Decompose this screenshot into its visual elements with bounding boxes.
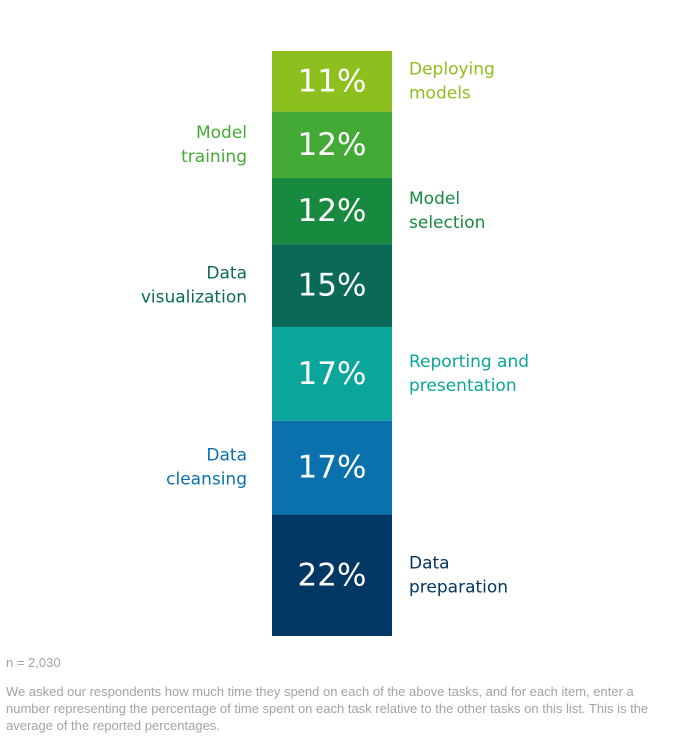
category-label-line: Data [409, 553, 450, 573]
bar-segment-data-cleansing [272, 420, 392, 515]
category-label-line: visualization [141, 288, 247, 308]
category-label-line: Data [206, 446, 247, 466]
bar-segment-data-visualization [272, 244, 392, 327]
category-label-line: Model [196, 123, 247, 143]
value-label-model-selection: 12% [298, 193, 367, 229]
category-label-line: Reporting and [409, 352, 529, 372]
category-label-line: training [181, 147, 247, 167]
bar-segment-deploying-models [272, 51, 392, 112]
bar-segment-data-preparation [272, 514, 392, 636]
category-label-data-preparation: Data preparation [409, 553, 508, 597]
category-label-deploying-models: Deploying models [409, 59, 495, 103]
methodology-description: We asked our respondents how much time t… [6, 684, 649, 733]
category-label-line: presentation [409, 376, 517, 396]
stacked-column-chart: 11% Deploying models 12% Model training 12% Mod… [141, 51, 529, 636]
bar-segment-model-training [272, 111, 392, 178]
value-label-data-cleansing: 17% [298, 450, 367, 486]
value-label-model-training: 12% [298, 127, 367, 163]
category-label-line: Deploying [409, 59, 495, 79]
value-label-deploying-models: 11% [298, 63, 367, 99]
category-label-line: models [409, 83, 471, 103]
category-label-line: preparation [409, 577, 508, 597]
bar-segment-model-selection [272, 177, 392, 245]
category-label-line: Data [206, 264, 247, 284]
category-label-reporting-and-presentation: Reporting and presentation [409, 352, 529, 396]
category-label-model-training: Model training [181, 123, 247, 167]
category-label-line: cleansing [166, 470, 247, 490]
category-label-data-visualization: Data visualization [141, 264, 247, 308]
value-label-data-preparation: 22% [298, 557, 367, 593]
category-label-data-cleansing: Data cleansing [166, 446, 247, 490]
sample-size-note: n = 2,030 [6, 655, 61, 670]
value-label-data-visualization: 15% [298, 268, 367, 304]
category-label-model-selection: Model selection [409, 189, 485, 233]
value-label-reporting-and-presentation: 17% [298, 356, 367, 392]
category-label-line: Model [409, 189, 460, 209]
bar-segment-reporting-and-presentation [272, 326, 392, 421]
category-label-line: selection [409, 213, 485, 233]
